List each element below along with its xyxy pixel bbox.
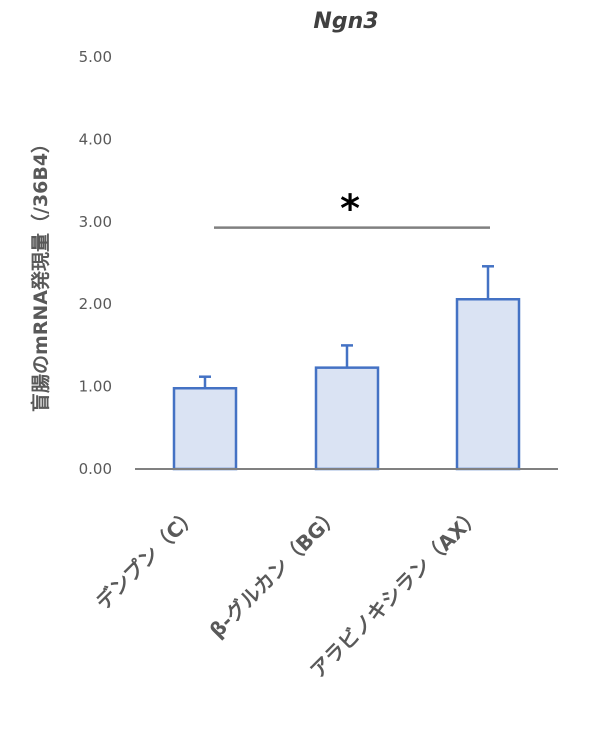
error-bars — [199, 265, 494, 389]
bar — [172, 386, 238, 471]
y-tick-label: 0.00 — [79, 460, 112, 478]
y-tick-label: 5.00 — [79, 48, 112, 66]
y-tick-label: 4.00 — [79, 130, 112, 148]
bar — [455, 298, 521, 471]
y-axis-ticks: 0.00 1.00 2.00 3.00 4.00 5.00 — [79, 48, 112, 478]
y-axis-title: 盲腸のmRNA発現量（/36B4） — [29, 134, 52, 412]
chart-title: Ngn3 — [313, 9, 378, 34]
x-category-label: β-グルカン（BG） — [205, 503, 345, 643]
bars — [172, 298, 521, 471]
y-tick-label: 2.00 — [79, 295, 112, 313]
x-axis-categories: デンプン（C） β-グルカン（BG）アラビノキシラン（AX） — [91, 503, 486, 683]
x-category-label: デンプン（C） — [91, 503, 203, 615]
significance-mark: * — [340, 187, 360, 231]
bar — [314, 366, 380, 471]
y-tick-label: 1.00 — [79, 378, 112, 396]
y-tick-label: 3.00 — [79, 213, 112, 231]
